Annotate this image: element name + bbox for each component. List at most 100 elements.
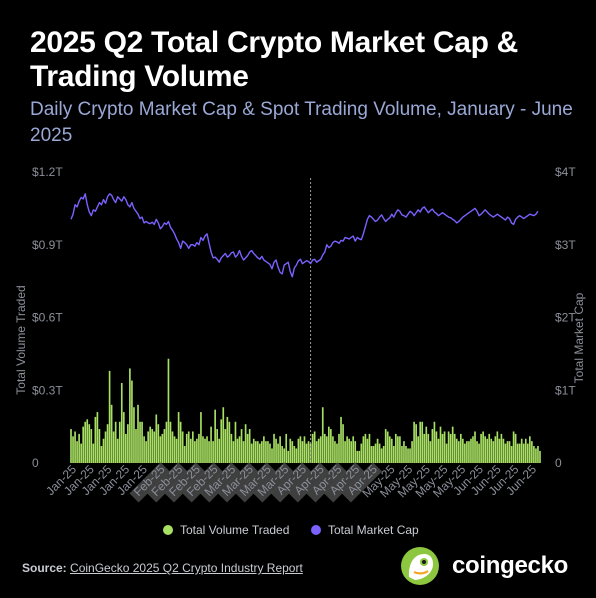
volume-bar bbox=[437, 438, 440, 463]
volume-bar bbox=[129, 368, 131, 463]
volume-bar bbox=[309, 443, 312, 463]
volume-bar bbox=[295, 448, 298, 463]
volume-bar bbox=[183, 446, 186, 463]
volume-bar bbox=[261, 441, 263, 463]
volume-bar bbox=[354, 441, 357, 463]
volume-bar bbox=[338, 433, 340, 463]
volume-bar bbox=[390, 438, 393, 463]
volume-bar bbox=[179, 421, 182, 463]
volume-bar bbox=[372, 446, 375, 463]
x-tick-highlight bbox=[288, 462, 329, 503]
volume-bar bbox=[151, 429, 154, 463]
volume-bar bbox=[334, 441, 336, 463]
volume-bar bbox=[423, 433, 426, 463]
gecko-icon bbox=[401, 547, 439, 585]
volume-bar bbox=[455, 438, 458, 463]
volume-bar bbox=[344, 441, 346, 463]
volume-bar bbox=[283, 448, 286, 463]
volume-bar bbox=[388, 436, 391, 463]
volume-bar bbox=[202, 436, 204, 463]
volume-bar bbox=[155, 414, 158, 463]
volume-bar bbox=[171, 431, 174, 463]
volume-bar bbox=[242, 441, 245, 463]
x-tick-highlight bbox=[182, 462, 223, 503]
x-tick-highlight bbox=[164, 462, 206, 503]
x-tick-highlight bbox=[270, 462, 312, 503]
volume-bar bbox=[392, 446, 395, 463]
volume-bar bbox=[210, 426, 212, 464]
volume-bar bbox=[453, 433, 456, 463]
legend-marker bbox=[311, 525, 321, 535]
volume-bar bbox=[218, 438, 221, 463]
volume-bar bbox=[397, 436, 399, 463]
volume-bar bbox=[206, 436, 208, 463]
volume-bar bbox=[169, 421, 172, 463]
volume-bar bbox=[356, 450, 359, 464]
x-tick-highlight bbox=[129, 462, 170, 503]
volume-bar bbox=[488, 433, 491, 463]
source-link[interactable]: CoinGecko 2025 Q2 Crypto Industry Report bbox=[70, 561, 303, 575]
volume-bar bbox=[222, 407, 225, 463]
volume-bar bbox=[106, 424, 109, 463]
right-axis-tick: $4T bbox=[555, 165, 576, 179]
volume-bar bbox=[520, 438, 523, 463]
right-axis-tick: 0 bbox=[555, 456, 562, 470]
volume-bar bbox=[70, 429, 72, 463]
volume-bar bbox=[112, 431, 115, 463]
volume-bar bbox=[466, 441, 468, 463]
volume-bar bbox=[350, 441, 353, 463]
volume-bar bbox=[445, 443, 448, 463]
volume-bar bbox=[419, 421, 422, 463]
volume-bar bbox=[159, 436, 162, 463]
volume-bar bbox=[196, 438, 198, 463]
volume-bar bbox=[228, 421, 231, 463]
volume-bar bbox=[230, 433, 233, 463]
volume-bar bbox=[80, 443, 82, 463]
volume-bar bbox=[120, 382, 123, 463]
volume-bar bbox=[362, 436, 365, 463]
volume-bar bbox=[137, 404, 139, 463]
volume-bar bbox=[299, 436, 302, 463]
coingecko-logo[interactable]: coingecko bbox=[400, 546, 590, 588]
volume-bar bbox=[273, 433, 275, 463]
x-tick-highlight bbox=[306, 462, 347, 503]
volume-bar bbox=[464, 443, 466, 463]
volume-bar bbox=[234, 421, 237, 463]
volume-bar bbox=[187, 431, 190, 463]
volume-bar bbox=[102, 438, 105, 463]
x-tick-highlight bbox=[147, 462, 188, 503]
volume-bar bbox=[328, 426, 330, 464]
chart-title: 2025 Q2 Total Crypto Market Cap & Tradin… bbox=[30, 26, 519, 93]
left-axis-tick: $1.2T bbox=[32, 165, 63, 179]
volume-bar bbox=[189, 438, 192, 463]
volume-bar bbox=[74, 431, 76, 463]
volume-bar bbox=[143, 436, 145, 463]
volume-bar bbox=[500, 433, 503, 463]
volume-bar bbox=[82, 426, 85, 464]
right-axis-tick: $3T bbox=[555, 238, 576, 252]
volume-bar bbox=[407, 448, 409, 463]
volume-bar bbox=[125, 433, 127, 463]
volume-bar bbox=[529, 436, 531, 463]
volume-bar bbox=[409, 448, 411, 463]
right-axis-tick: $1T bbox=[555, 383, 576, 397]
volume-bar bbox=[88, 424, 91, 463]
volume-bar bbox=[271, 448, 273, 463]
volume-bar bbox=[382, 446, 385, 463]
source-footer: Source: CoinGecko 2025 Q2 Crypto Industr… bbox=[22, 561, 303, 575]
volume-bar bbox=[526, 443, 529, 463]
volume-bar bbox=[157, 424, 160, 463]
volume-bar bbox=[323, 433, 326, 463]
volume-bar bbox=[468, 441, 470, 463]
source-label: Source: bbox=[22, 561, 67, 575]
volume-bar bbox=[376, 438, 379, 463]
volume-bar bbox=[127, 424, 129, 463]
volume-bar bbox=[147, 431, 149, 463]
volume-bar bbox=[384, 429, 387, 463]
volume-bar bbox=[131, 380, 133, 463]
volume-bar bbox=[370, 446, 373, 463]
volume-bar bbox=[114, 421, 117, 463]
volume-bar bbox=[204, 438, 206, 463]
volume-bar bbox=[238, 436, 241, 463]
